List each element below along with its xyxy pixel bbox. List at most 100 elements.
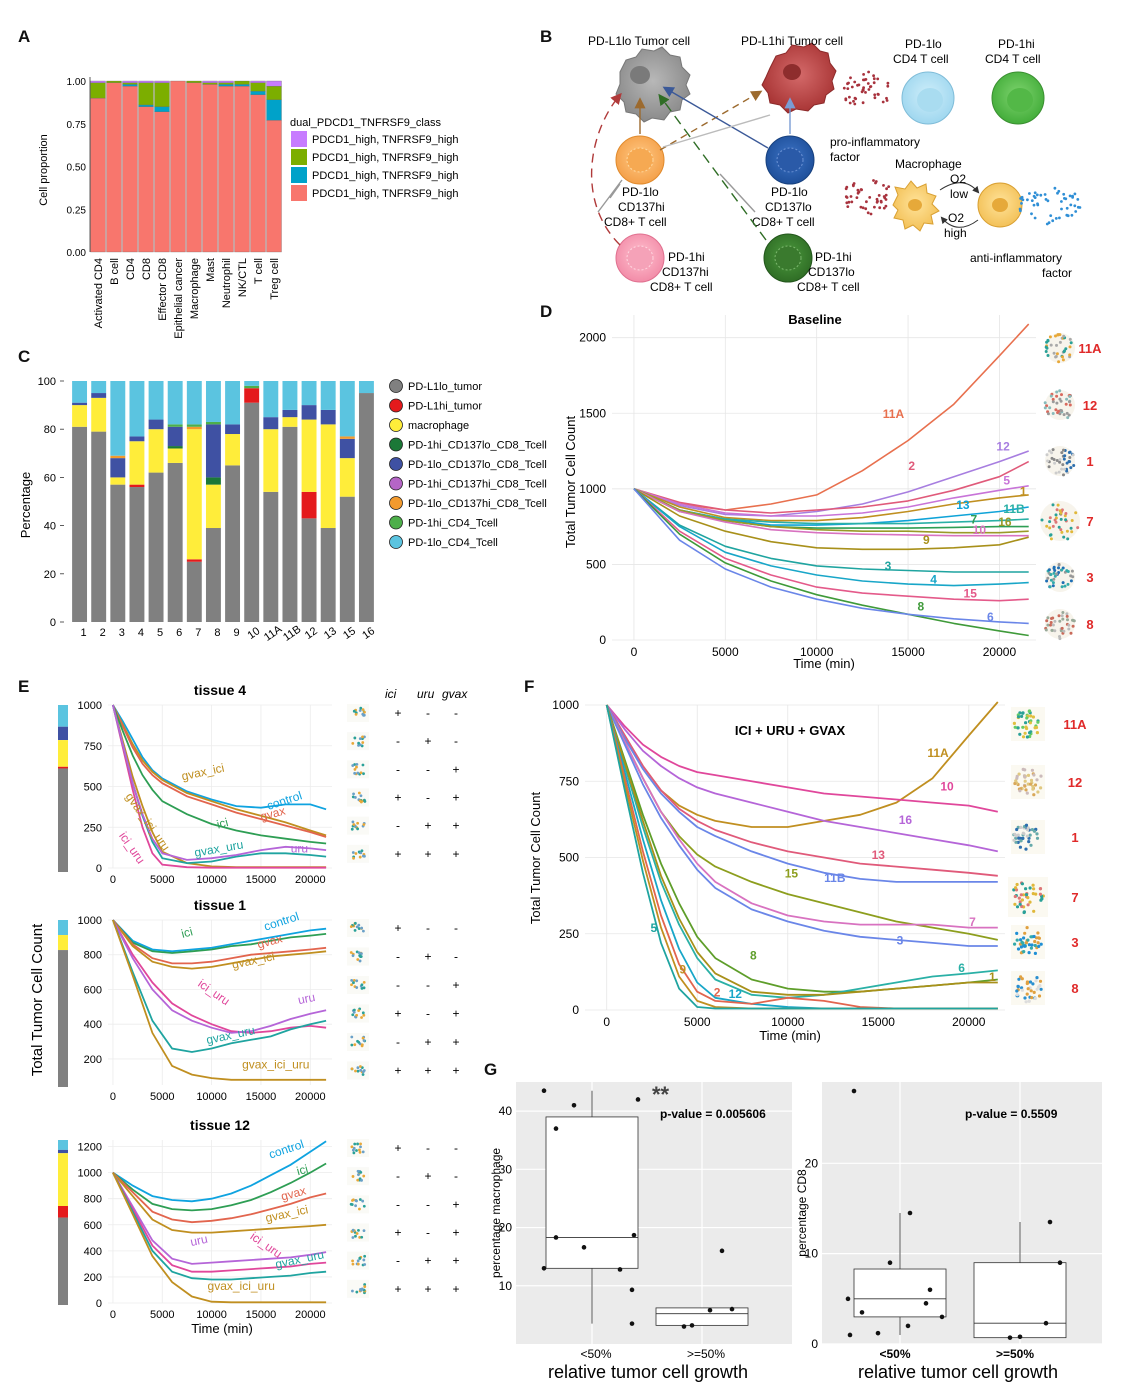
panel-c-ytick: 60 [44, 472, 56, 484]
panel-e-xlabel: Time (min) [191, 1321, 253, 1336]
panel-a-bar-cd8-1 [138, 104, 154, 107]
panel-e-strip-segment-4 [58, 1217, 68, 1305]
thumbnail-cell-dot [1070, 569, 1074, 573]
thumbnail-cell-dot [362, 1174, 366, 1178]
panel-e-strip-segment-1 [58, 726, 68, 741]
thumbnail-cell-dot [358, 1235, 362, 1239]
panel-g-significance: ** [652, 1082, 670, 1107]
thumbnail-cell-dot [361, 712, 365, 716]
thumbnail-cell-dot [357, 1009, 361, 1013]
factor-dot [885, 96, 888, 100]
panel-e-thumbnail [347, 1033, 369, 1051]
panel-e-treatment-gvax: + [452, 1197, 459, 1211]
panel-d-line-label-8: 8 [918, 600, 925, 614]
factor-dot [1032, 203, 1036, 207]
thumbnail-cell-dot [1024, 893, 1029, 897]
thumbnail-cell-dot [1039, 786, 1043, 790]
factor-dot [869, 212, 873, 216]
thumbnail-bg [347, 732, 369, 751]
thumbnail-cell-dot [1067, 627, 1071, 631]
panel-f-thumbnail-4: 3 [1011, 925, 1079, 959]
factor-dot [882, 206, 886, 210]
panel-g-left-cat-1: <50% [580, 1347, 611, 1361]
box-point [635, 1097, 641, 1102]
panel-a-bar-cd4-0 [122, 85, 138, 253]
ytick-label: 200 [84, 1272, 102, 1284]
thumbnail-cell-dot [1057, 525, 1061, 529]
thumbnail-cell-dot [352, 1198, 355, 1202]
panel-e-treatment-ici: - [396, 1197, 400, 1211]
o2-high-label-1: O2 [948, 211, 964, 225]
panel-e-treatment-uru: - [426, 1197, 430, 1211]
thumbnail-cell-dot [357, 791, 361, 795]
thumbnail-cell-dot [353, 921, 357, 925]
ytick-label: 1000 [579, 482, 606, 496]
thumbnail-cell-dot [1019, 825, 1023, 830]
thumbnail-cell-dot [1065, 529, 1069, 533]
thumbnail-cell-dot [1032, 934, 1036, 939]
panel-c-bar-10-pd-l1lo-tumor [244, 402, 260, 622]
thumbnail-cell-dot [1023, 775, 1027, 779]
thumbnail-cell-dot [1060, 393, 1063, 397]
thumbnail-cell-dot [1017, 977, 1021, 981]
panel-letter-f: F [524, 677, 534, 696]
panel-e-treatment-ici: + [394, 1141, 401, 1155]
series-line-15 [633, 488, 1029, 602]
panel-d-line-label-3: 3 [885, 559, 892, 573]
panel-c-bar-4-pd-1lo-cd4-tcell [129, 381, 145, 437]
thumbnail-cell-dot [1061, 611, 1065, 614]
box-point [1007, 1335, 1013, 1340]
thumbnail-cell-dot [1060, 614, 1064, 618]
cd8-c-label-3: CD8+ T cell [650, 280, 713, 294]
thumbnail-cell-dot [356, 1259, 360, 1263]
panel-c-bar-6-pd-1hi-cd137lo-cd8-tcell [167, 446, 183, 449]
panel-e-chart: ici uru gvax Total Tumor Cell Count Time… [29, 682, 468, 1336]
panel-e-treatment-ici: - [396, 1035, 400, 1049]
thumbnail-cell-dot [1069, 631, 1073, 635]
thumbnail-cell-dot [1054, 471, 1058, 475]
thumbnail-cell-dot [1070, 530, 1074, 534]
panel-e-subplot-title: tissue 12 [190, 1117, 250, 1133]
thumbnail-cell-dot [350, 1043, 354, 1047]
thumbnail-cell-dot [361, 1073, 365, 1076]
factor-dot [852, 184, 855, 188]
panel-a-bar-nk-ctl-1 [234, 84, 250, 87]
panel-a-bar-mast-3 [202, 80, 218, 83]
panel-a-legend-swatch-1 [291, 149, 307, 165]
factor-dot [885, 187, 888, 191]
thumbnail-cell-dot [1014, 840, 1018, 844]
ytick-label: 800 [84, 950, 102, 962]
xtick-label: 10000 [800, 645, 834, 659]
thumbnail-cell-dot [1048, 526, 1052, 530]
panel-e-strip-segment-4 [58, 768, 68, 872]
thumbnail-cell-dot [352, 978, 356, 982]
series-line-ici-uru [112, 919, 327, 1034]
cd8-d-label-1: PD-1hi [815, 250, 852, 264]
thumbnail-cell-dot [1023, 779, 1027, 783]
macrophage-m2-cell [977, 182, 1023, 228]
thumbnail-cell-dot [1067, 413, 1071, 417]
panel-e-treatment-uru: - [426, 791, 430, 805]
thumbnail-cell-dot [1046, 354, 1050, 357]
thumbnail-cell-dot [350, 1145, 354, 1149]
thumbnail-cell-dot [1063, 467, 1066, 471]
series-line-uru [112, 919, 327, 1034]
panel-e-treatment-uru: + [424, 1169, 431, 1183]
thumbnail-cell-dot [1036, 936, 1041, 940]
panel-a-bar-cd8-2 [138, 82, 154, 106]
factor-dot [849, 195, 853, 198]
panel-c-bar-13-pd-l1lo-tumor [320, 528, 336, 622]
thumbnail-cell-dot [1012, 838, 1016, 842]
box-point [1057, 1260, 1063, 1265]
factor-dot [1073, 192, 1077, 196]
thumbnail-cell-dot [1022, 950, 1026, 954]
thumbnail-cell-dot [357, 1040, 361, 1044]
thumbnail-cell-dot [1020, 898, 1024, 902]
thumbnail-cell-dot [1053, 629, 1057, 633]
thumbnail-cell-dot [1065, 397, 1069, 401]
thumbnail-cell-dot [1054, 355, 1058, 358]
panel-d-title: Baseline [788, 312, 841, 327]
panel-c-bar-12-pd-l1lo-tumor [301, 518, 317, 622]
thumbnail-cell-dot [1052, 571, 1056, 575]
factor-dot [852, 99, 855, 103]
